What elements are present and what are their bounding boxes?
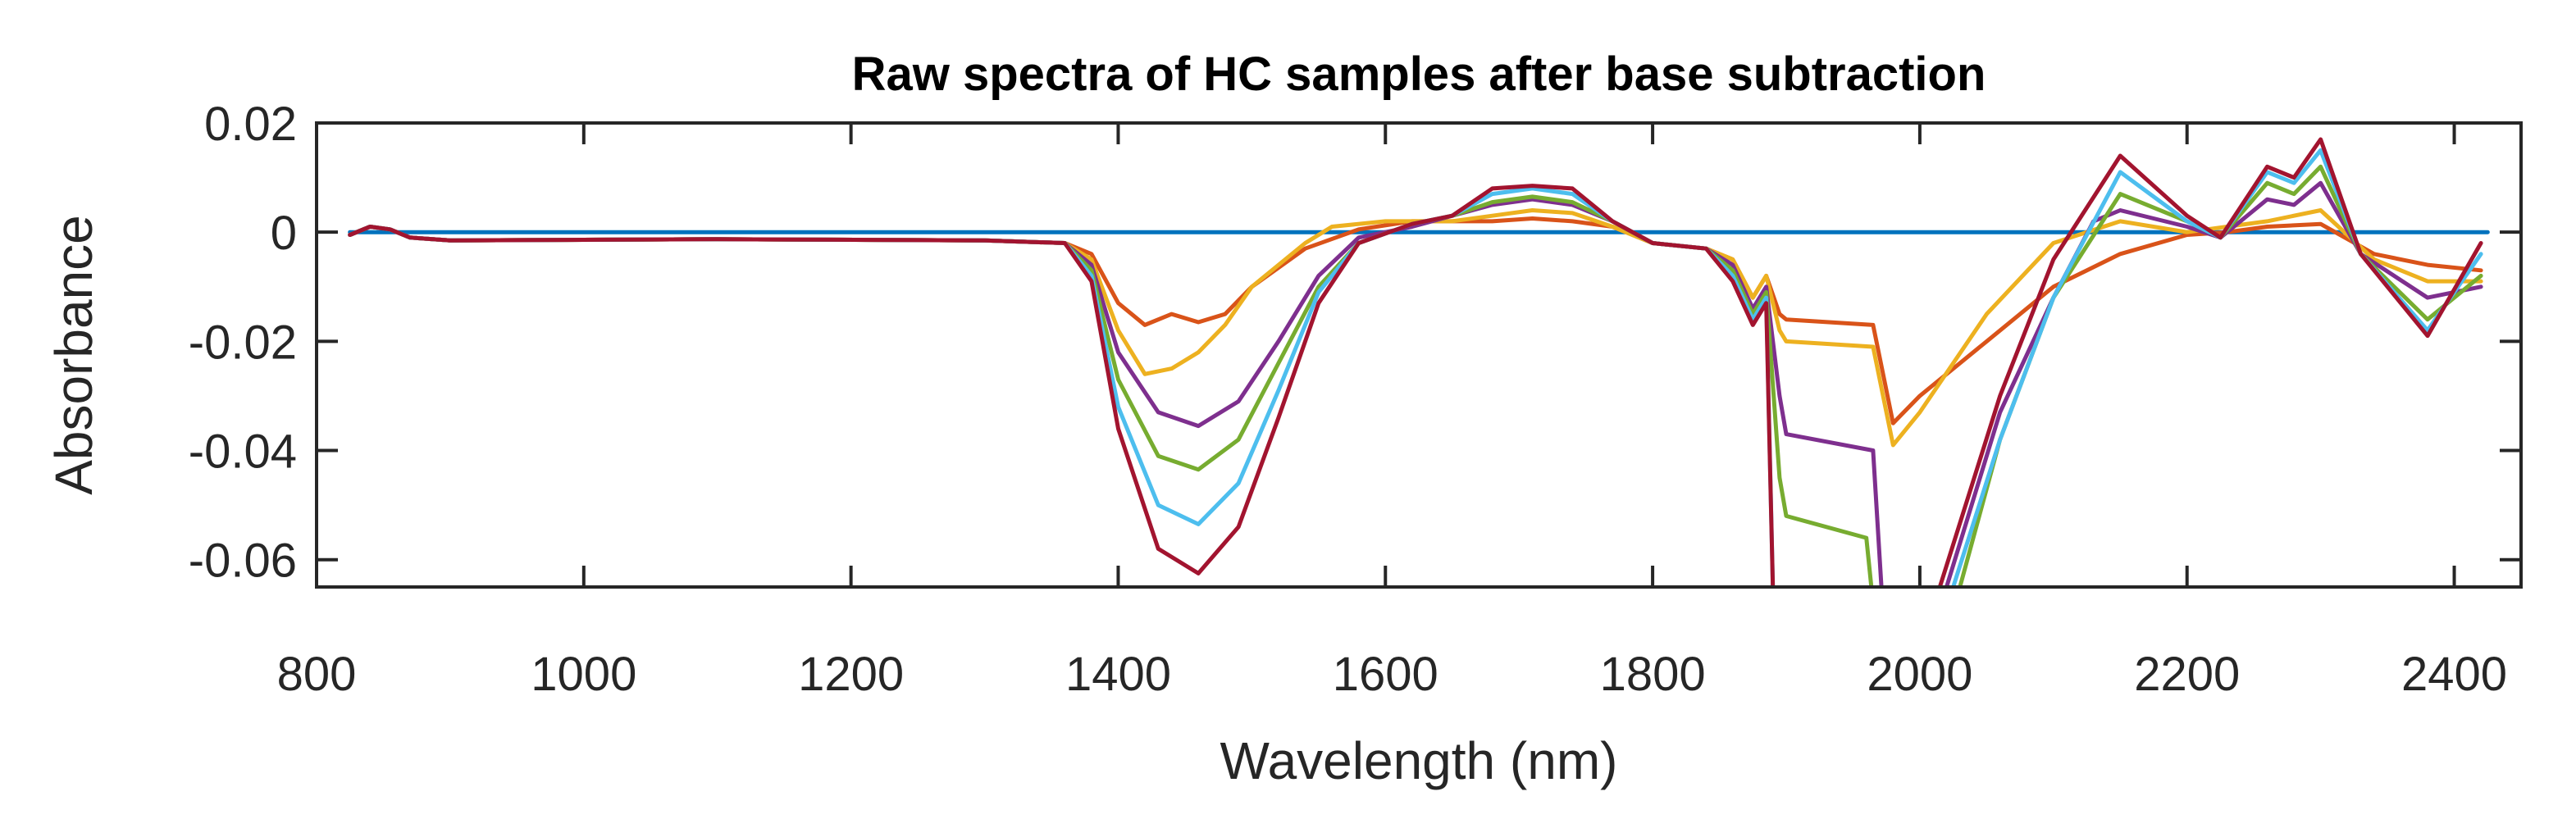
y-tick-label: 0 (271, 207, 297, 260)
x-tick-label: 2400 (2401, 648, 2507, 701)
x-tick-label: 1600 (1333, 648, 1438, 701)
x-tick-label: 800 (277, 648, 357, 701)
series-line-1 (348, 216, 2483, 425)
y-axis-label: Absorbance (44, 215, 103, 495)
x-tick-label: 1200 (798, 648, 904, 701)
y-tick-label: 0.02 (204, 98, 297, 151)
plot-frame (315, 121, 2523, 589)
series-layer (348, 137, 2490, 587)
y-tick-label: -0.02 (189, 316, 297, 369)
series-line-2 (348, 208, 2483, 448)
chart-title: Raw spectra of HC samples after base sub… (852, 48, 1986, 101)
series-line-3 (348, 180, 2483, 587)
x-tick-label: 2000 (1867, 648, 1972, 701)
x-axis-label: Wavelength (nm) (1220, 731, 1618, 790)
series-line-6 (348, 137, 2483, 587)
x-tick-label: 1000 (531, 648, 636, 701)
y-tick-label: -0.06 (189, 535, 297, 588)
y-tick-label: -0.04 (189, 425, 297, 479)
x-tick-label: 1800 (1600, 648, 1706, 701)
x-tick-label: 1400 (1065, 648, 1171, 701)
x-tick-label: 2200 (2134, 648, 2240, 701)
axes-layer: 800 1000 1200 1400 1600 1800 2000 2200 2400 0.02 0… (189, 98, 2523, 701)
